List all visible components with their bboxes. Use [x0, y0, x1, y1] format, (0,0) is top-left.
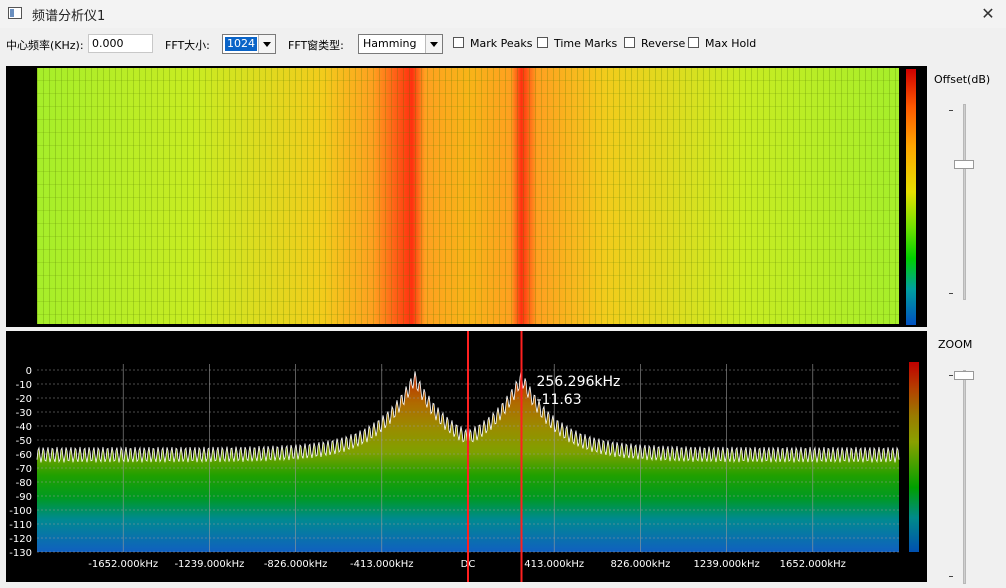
spectrum-color-scale	[909, 362, 919, 552]
y-tick-label: -50	[16, 436, 32, 447]
y-tick-label: -10	[16, 380, 32, 391]
offset-slider-thumb[interactable]	[954, 160, 974, 169]
time-marks-checkbox[interactable]	[537, 37, 548, 48]
y-tick-label: -110	[9, 520, 32, 531]
center-freq-label: 中心频率(KHz):	[6, 39, 84, 52]
fft-window-select[interactable]: Hamming	[358, 34, 443, 54]
y-tick-label: -40	[16, 422, 32, 433]
x-tick-label: 1652.000kHz	[780, 559, 846, 570]
x-tick-label: -413.000kHz	[350, 559, 414, 570]
waterfall-image	[37, 68, 899, 324]
fft-window-label: FFT窗类型:	[288, 39, 344, 52]
window-title: 频谱分析仪1	[32, 9, 106, 24]
zoom-slider-track[interactable]	[963, 370, 966, 584]
x-tick-label: -1239.000kHz	[174, 559, 244, 570]
y-tick-label: -80	[16, 478, 32, 489]
reverse-checkbox[interactable]	[624, 37, 635, 48]
fft-size-label: FFT大小:	[165, 39, 210, 52]
y-tick-label: -100	[9, 506, 32, 517]
y-tick-label: -70	[16, 464, 32, 475]
waterfall-color-scale	[906, 69, 916, 325]
marker-readout-freq: 256.296kHz	[536, 374, 620, 390]
fft-size-value: 1024	[225, 37, 257, 51]
max-hold-checkbox[interactable]	[688, 37, 699, 48]
x-tick-label: 413.000kHz	[524, 559, 584, 570]
zoom-slider-thumb[interactable]	[954, 371, 974, 380]
max-hold-label[interactable]: Max Hold	[705, 37, 757, 50]
fft-size-select[interactable]: 1024	[222, 34, 276, 54]
y-tick-label: -60	[16, 450, 32, 461]
y-tick-label: -130	[9, 548, 32, 559]
chevron-down-icon[interactable]	[258, 35, 275, 53]
spectrum-display[interactable]: 0 -10 -20 -30 -40 -50 -60 -70 -80 -90 -100 -110 -120…	[6, 331, 927, 582]
app-window-icon	[8, 7, 22, 19]
mark-peaks-checkbox[interactable]	[453, 37, 464, 48]
chevron-down-icon[interactable]	[425, 35, 442, 53]
close-button[interactable]: ✕	[981, 4, 995, 23]
time-marks-label[interactable]: Time Marks	[554, 37, 618, 50]
offset-slider-track[interactable]	[963, 104, 966, 300]
offset-tick-top	[949, 110, 953, 111]
zoom-label: ZOOM	[938, 338, 973, 351]
offset-tick-bottom	[949, 293, 953, 294]
mark-peaks-label[interactable]: Mark Peaks	[470, 37, 533, 50]
y-tick-label: -30	[16, 408, 32, 419]
reverse-label[interactable]: Reverse	[641, 37, 686, 50]
y-tick-label: -20	[16, 394, 32, 405]
marker-readout-level: -11.63	[536, 392, 581, 408]
fft-window-value: Hamming	[363, 37, 417, 50]
zoom-tick-top	[949, 375, 953, 376]
waterfall-display[interactable]	[6, 66, 927, 327]
y-tick-label: -90	[16, 492, 32, 503]
center-freq-input[interactable]	[88, 34, 153, 53]
offset-label: Offset(dB)	[934, 73, 991, 86]
zoom-tick-bottom	[949, 576, 953, 577]
y-tick-label: -120	[9, 534, 32, 545]
x-tick-label: 826.000kHz	[610, 559, 670, 570]
x-tick-label: 1239.000kHz	[693, 559, 759, 570]
title-bar: 频谱分析仪1 ✕	[0, 0, 1006, 28]
y-tick-label: 0	[26, 366, 32, 377]
x-tick-label: -826.000kHz	[264, 559, 328, 570]
x-tick-label: -1652.000kHz	[88, 559, 158, 570]
spectrum-plot: 0 -10 -20 -30 -40 -50 -60 -70 -80 -90 -100 -110 -120…	[9, 331, 900, 582]
